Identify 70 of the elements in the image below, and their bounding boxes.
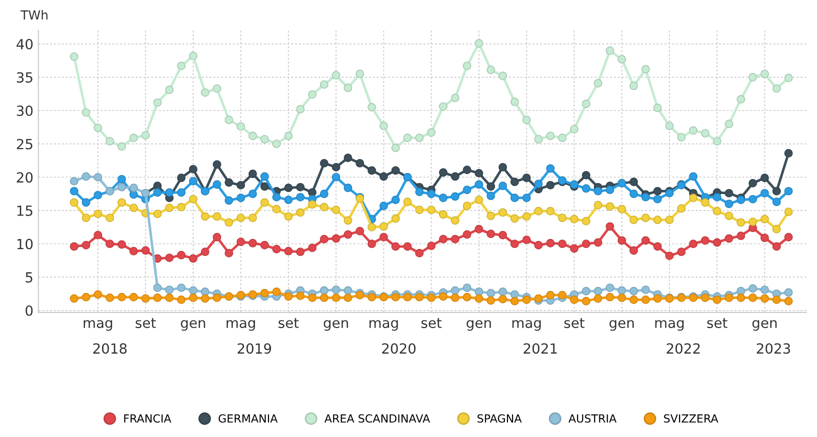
point bbox=[236, 180, 246, 190]
x-tick-label: gen bbox=[466, 320, 491, 331]
y-tick-label: 10 bbox=[17, 238, 33, 250]
point bbox=[510, 178, 519, 186]
x-tick-label: gen bbox=[180, 320, 206, 331]
x2-tick-label: 2023 bbox=[756, 343, 790, 354]
x-tick-label: gen bbox=[752, 320, 777, 331]
x-tick-label: set bbox=[136, 318, 156, 328]
point bbox=[486, 182, 496, 191]
point bbox=[356, 158, 364, 168]
point bbox=[462, 166, 472, 174]
x-tick-label: set bbox=[278, 318, 299, 328]
x-tick-label: mag bbox=[84, 320, 112, 331]
y-tick-label: 30 bbox=[16, 106, 33, 116]
y-tick-label: 25 bbox=[16, 138, 32, 150]
x-tick-label: mag bbox=[512, 320, 541, 331]
x-tick-label: set bbox=[564, 318, 584, 328]
point bbox=[391, 166, 400, 175]
y-tick-label: 15 bbox=[17, 206, 32, 216]
point bbox=[546, 180, 555, 190]
y-tick-label: 0 bbox=[26, 305, 33, 316]
x-tick-label: gen bbox=[324, 320, 348, 331]
x2-tick-label: 2018 bbox=[93, 343, 127, 354]
point bbox=[498, 162, 507, 172]
point bbox=[748, 178, 758, 188]
x-tick-label: gen bbox=[610, 320, 634, 331]
point bbox=[772, 186, 781, 196]
legend-label: SPAGNA bbox=[478, 414, 522, 423]
point bbox=[653, 186, 662, 196]
point bbox=[760, 174, 769, 182]
point bbox=[177, 174, 186, 182]
point bbox=[284, 184, 293, 192]
point bbox=[724, 188, 734, 198]
point bbox=[522, 174, 531, 182]
point bbox=[629, 178, 638, 186]
point bbox=[368, 166, 376, 175]
point bbox=[784, 148, 793, 158]
legend-label: SVIZZERA bbox=[664, 414, 718, 423]
point bbox=[450, 172, 460, 181]
x2-tick-label: 2019 bbox=[238, 343, 272, 354]
point bbox=[320, 158, 328, 168]
x2-tick-label: 2021 bbox=[524, 343, 557, 354]
x-tick-label: set bbox=[707, 318, 728, 328]
point bbox=[474, 168, 484, 178]
point bbox=[582, 170, 590, 180]
x2-tick-label: 2022 bbox=[666, 343, 700, 354]
point bbox=[260, 182, 269, 191]
y-tick-label: 40 bbox=[16, 38, 33, 50]
x2-tick-label: 2020 bbox=[382, 343, 416, 354]
legend-label: GERMANIA bbox=[218, 414, 278, 423]
point bbox=[212, 160, 222, 169]
point bbox=[248, 170, 257, 178]
legend-label: AREA SCANDINAVA bbox=[324, 414, 430, 423]
y-tick-label: 5 bbox=[26, 272, 32, 283]
x-tick-label: mag bbox=[655, 320, 684, 331]
point bbox=[379, 172, 388, 181]
point bbox=[224, 178, 234, 187]
x-tick-label: mag bbox=[226, 320, 255, 331]
legend-label: FRANCIA bbox=[124, 414, 172, 423]
point bbox=[332, 162, 340, 172]
legend-label: AUSTRIA bbox=[568, 414, 617, 423]
x-tick-label: mag bbox=[370, 320, 398, 331]
point bbox=[344, 154, 352, 162]
y-tick-label: 35 bbox=[16, 72, 32, 83]
x-tick-label: set bbox=[421, 318, 442, 328]
y-axis-title: TWh bbox=[20, 10, 48, 20]
y-tick-label: 20 bbox=[16, 172, 33, 183]
point bbox=[438, 168, 448, 177]
point bbox=[296, 182, 305, 192]
point bbox=[188, 164, 198, 174]
